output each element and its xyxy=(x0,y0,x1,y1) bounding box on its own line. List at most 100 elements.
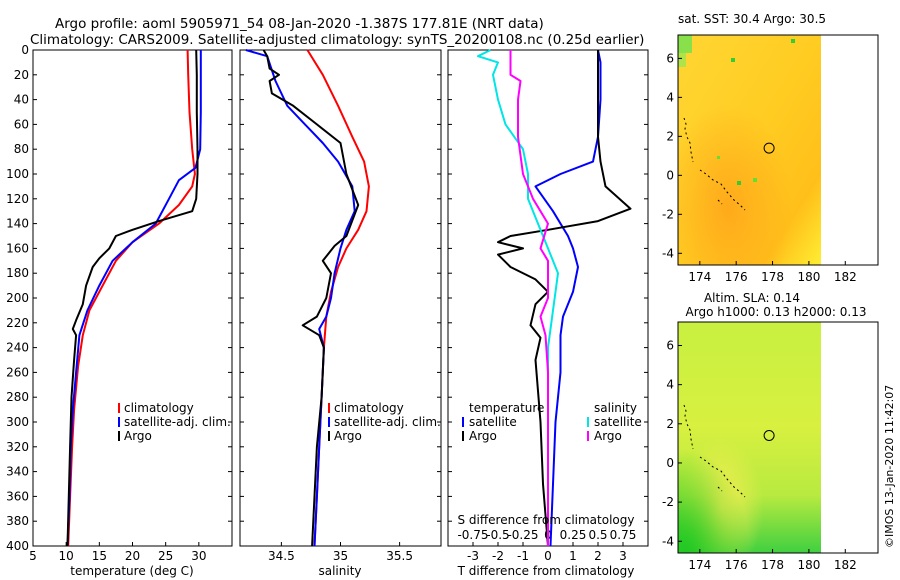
depth-tick-label: 100 xyxy=(6,167,29,181)
x-tick-label: 10 xyxy=(59,549,74,563)
x-tick-label: -2 xyxy=(492,549,504,563)
sst-cloud-pixel xyxy=(731,58,735,62)
lon-tick-label: 182 xyxy=(834,270,857,284)
sst-cloud-pixel xyxy=(737,181,741,185)
lat-tick-label: 2 xyxy=(666,417,674,431)
x-tick-label: -3 xyxy=(467,549,479,563)
legend-t-argo: Argo xyxy=(469,429,497,443)
legend-satellite: satellite-adj. clim. xyxy=(334,415,441,429)
series-salinity-argo xyxy=(509,50,549,546)
salinity-series xyxy=(245,49,370,547)
t-difference-xlabel: T difference from climatology xyxy=(457,564,635,578)
temperature-series xyxy=(66,49,202,547)
legend-temperature-title: temperature xyxy=(469,401,544,415)
depth-tick-label: 20 xyxy=(14,68,29,82)
sla-longitude-axis: 174 176 178 180 182 xyxy=(688,549,857,572)
difference-legend: temperature satellite Argo salinity sate… xyxy=(462,401,642,443)
temperature-panel: 0 20 40 60 80 100 120 140 160 180 200 220 240 260 280 3… xyxy=(6,43,233,578)
temperature-x-axis: 5 10 15 20 25 30 xyxy=(29,49,232,563)
header-line1: Argo profile: aoml 5905971_54 08-Jan-202… xyxy=(55,16,544,32)
depth-tick-label: 400 xyxy=(6,539,29,553)
salinity-frame xyxy=(239,49,442,547)
series-temperature-argo xyxy=(497,50,632,547)
lon-tick-label: 176 xyxy=(725,558,748,572)
s-diff-tick-label: 0.5 xyxy=(588,528,607,542)
lat-tick-label: 4 xyxy=(666,378,674,392)
lat-tick-label: 0 xyxy=(666,168,674,182)
depth-tick-label: 160 xyxy=(6,241,29,255)
legend-salinity-title: salinity xyxy=(594,401,637,415)
legend-t-satellite: satellite xyxy=(469,415,517,429)
lon-tick-label: 178 xyxy=(761,270,784,284)
sla-map-title: Altim. SLA: 0.14 xyxy=(704,291,800,305)
lat-tick-label: -2 xyxy=(662,495,674,509)
temperature-frame xyxy=(32,49,233,547)
depth-tick-label: 0 xyxy=(21,43,29,57)
sla-map-subtitle: Argo h1000: 0.13 h2000: 0.13 xyxy=(686,305,867,319)
x-tick-label: 0 xyxy=(544,549,552,563)
temperature-legend: climatology satellite-adj. clim. Argo xyxy=(118,401,231,443)
depth-tick-label: 40 xyxy=(14,93,29,107)
depth-tick-label: 320 xyxy=(6,440,29,454)
sst-map-frame xyxy=(677,34,879,266)
lat-tick-label: 4 xyxy=(666,90,674,104)
sla-coastline xyxy=(683,404,746,498)
x-tick-label: 2 xyxy=(594,549,602,563)
x-tick-label: 15 xyxy=(92,549,107,563)
lat-tick-label: 0 xyxy=(666,456,674,470)
salinity-xlabel: salinity xyxy=(318,564,361,578)
sla-map-panel: Altim. SLA: 0.14 Argo h1000: 0.13 h2000:… xyxy=(662,291,879,572)
legend-s-satellite: satellite xyxy=(594,415,642,429)
legend-climatology: climatology xyxy=(334,401,404,415)
legend-s-argo: Argo xyxy=(594,429,622,443)
s-diff-tick-label: -0.75 xyxy=(457,528,488,542)
depth-tick-label: 380 xyxy=(6,514,29,528)
x-tick-label: 20 xyxy=(125,549,140,563)
lat-tick-label: -4 xyxy=(662,534,674,548)
sst-cool-patch xyxy=(678,53,686,67)
x-tick-label: 35.5 xyxy=(386,549,413,563)
x-tick-label: 30 xyxy=(191,549,206,563)
sla-latitude-axis: 6 4 2 0 -2 -4 xyxy=(662,338,682,548)
sla-map-frame xyxy=(677,321,879,554)
sst-warm-pool xyxy=(678,35,821,265)
depth-tick-label: 300 xyxy=(6,415,29,429)
x-tick-label: 5 xyxy=(29,549,37,563)
sst-map-title: sat. SST: 30.4 Argo: 30.5 xyxy=(678,12,826,26)
depth-tick-label: 120 xyxy=(6,192,29,206)
depth-tick-label: 280 xyxy=(6,390,29,404)
lon-tick-label: 178 xyxy=(761,558,784,572)
legend-argo: Argo xyxy=(334,429,362,443)
sla-low xyxy=(678,322,821,553)
s-diff-tick-label: 0.75 xyxy=(610,528,637,542)
x-tick-label: 35 xyxy=(333,549,348,563)
sst-argo-marker xyxy=(763,142,775,154)
depth-tick-label: 240 xyxy=(6,341,29,355)
lon-tick-label: 182 xyxy=(834,558,857,572)
s-diff-tick-label: -0.25 xyxy=(507,528,538,542)
series-argo xyxy=(66,49,199,547)
lon-tick-label: 180 xyxy=(797,558,820,572)
x-tick-label: 25 xyxy=(158,549,173,563)
x-tick-label: 1 xyxy=(569,549,577,563)
sla-argo-marker xyxy=(763,430,775,441)
lon-tick-label: 180 xyxy=(797,270,820,284)
salinity-legend: climatology satellite-adj. clim. Argo xyxy=(328,401,441,443)
difference-series xyxy=(477,49,632,547)
sst-longitude-axis: 174 176 178 180 182 xyxy=(688,261,857,284)
legend-satellite: satellite-adj. clim. xyxy=(124,415,231,429)
x-tick-label: 34.5 xyxy=(268,549,295,563)
series-satellite-adj-clim- xyxy=(66,50,202,547)
sst-cool-patch xyxy=(678,35,692,53)
difference-panel: -3 -2 -1 0 1 2 3 -0.75-0.5-0.25 0 0.25 0.5 0.75 te… xyxy=(447,49,649,578)
depth-tick-label: 360 xyxy=(6,489,29,503)
lat-tick-label: 6 xyxy=(666,51,674,65)
depth-axis: 0 20 40 60 80 100 120 140 160 180 200 220 240 260 280 3… xyxy=(6,43,37,553)
sst-cloud-pixel xyxy=(753,178,757,182)
header-line2: Climatology: CARS2009. Satellite-adjuste… xyxy=(30,32,644,48)
x-tick-label: -1 xyxy=(517,549,529,563)
legend-climatology: climatology xyxy=(124,401,194,415)
s-difference-label: S difference from climatology xyxy=(458,513,635,527)
temperature-xlabel: temperature (deg C) xyxy=(70,564,193,578)
